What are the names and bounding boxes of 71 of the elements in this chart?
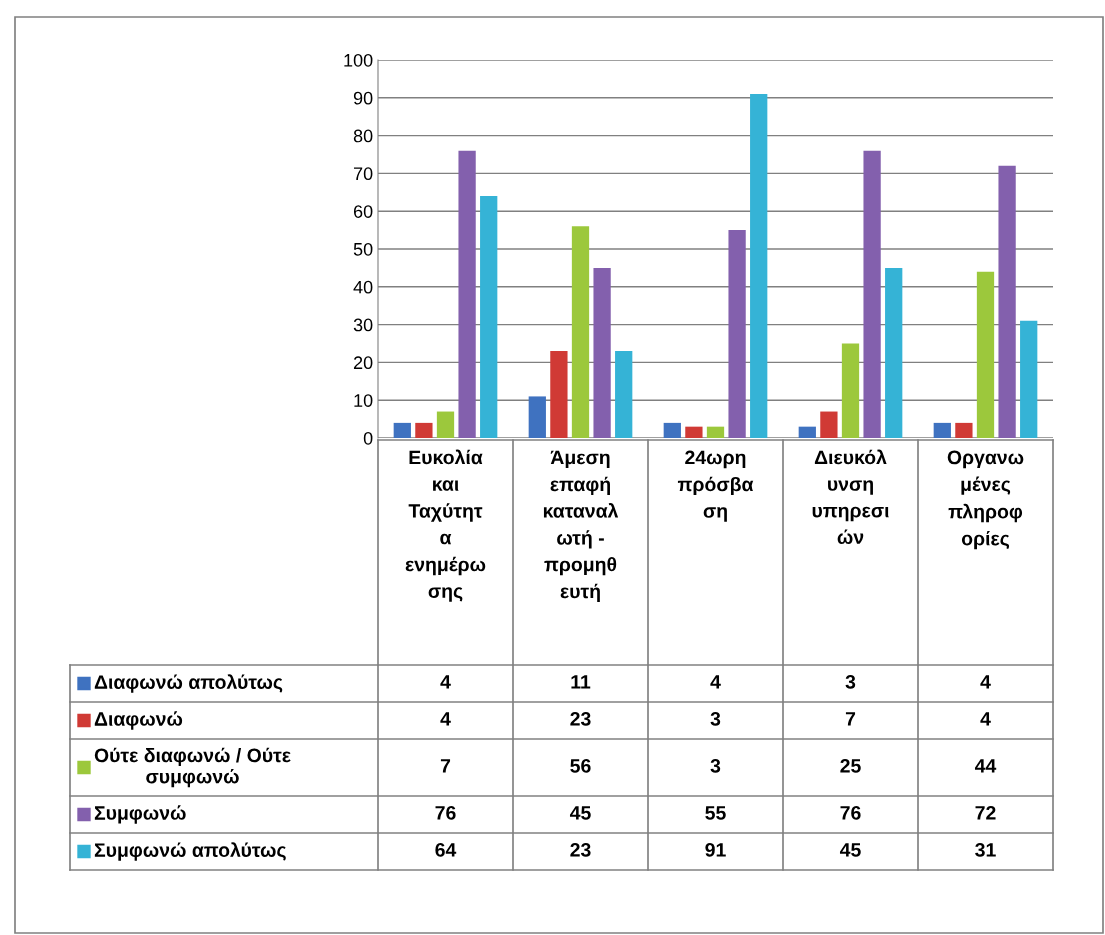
x-tick-label: 24ωρη πρόσβα ση	[677, 450, 754, 522]
x-tick-label: Ευκολία και Ταχύτητ α ενημέρω σης	[405, 449, 486, 602]
bar	[863, 150, 881, 438]
y-tick-label: 70	[353, 167, 373, 181]
bar	[1020, 320, 1038, 438]
data-label: 64	[435, 842, 457, 857]
bar	[615, 351, 633, 438]
bar	[955, 422, 973, 438]
bar	[728, 230, 746, 438]
bar	[798, 426, 816, 438]
bar	[436, 411, 455, 438]
bar	[528, 396, 546, 438]
data-label: 76	[435, 805, 456, 820]
data-label: 7	[845, 712, 856, 726]
data-label: 4	[440, 712, 451, 726]
data-label: 4	[980, 675, 991, 689]
data-label: 7	[440, 759, 451, 773]
y-tick-label: 80	[353, 129, 373, 143]
bar	[458, 150, 476, 438]
data-label: 31	[975, 842, 996, 857]
bar	[976, 271, 995, 438]
bar	[480, 196, 498, 438]
bar	[750, 94, 768, 438]
y-tick-label: 0	[363, 431, 373, 445]
data-label: 76	[840, 805, 861, 820]
data-label: 44	[974, 759, 997, 773]
data-label: 55	[705, 806, 726, 820]
data-label: 23	[570, 711, 591, 726]
data-label: 11	[571, 675, 591, 689]
y-tick-label: 50	[353, 242, 373, 256]
y-tick-label: 100	[344, 53, 373, 67]
x-tick-label: Διευκόλ υνση υπηρεσι ών	[812, 449, 889, 545]
bar	[933, 422, 951, 438]
data-label: 3	[710, 758, 721, 773]
x-tick-label: Άμεση επαφή καταναλ ωτή - προμηθ ευτή	[543, 450, 619, 603]
data-label: 4	[440, 675, 451, 689]
legend-label: Συμφωνώ	[94, 805, 186, 824]
bar	[820, 411, 838, 438]
y-tick-label: 10	[354, 394, 373, 407]
data-label: 4	[980, 712, 991, 726]
bar	[685, 426, 703, 438]
bar	[593, 267, 611, 438]
y-tick-label: 30	[353, 318, 373, 332]
bar	[550, 351, 568, 438]
bar	[885, 267, 903, 438]
y-tick-label: 60	[353, 205, 373, 218]
data-label: 25	[840, 758, 861, 773]
y-tick-label: 90	[353, 91, 373, 105]
data-label: 3	[710, 711, 721, 726]
data-label: 45	[839, 843, 861, 857]
legend-label: Συμφωνώ απολύτως	[94, 842, 286, 861]
bar	[706, 426, 725, 438]
bar	[663, 422, 681, 438]
bar	[571, 226, 590, 438]
bar	[998, 165, 1016, 438]
data-label: 72	[975, 805, 996, 820]
data-label: 91	[705, 842, 726, 857]
x-tick-label: Οργανω μένες πληροφ ορίες	[947, 450, 1024, 550]
legend-label: Διαφωνώ απολύτως	[94, 674, 283, 693]
y-tick-label: 40	[353, 280, 373, 294]
data-label: 56	[570, 758, 591, 773]
data-label: 4	[710, 675, 721, 689]
data-label: 3	[845, 674, 856, 689]
bar	[841, 343, 860, 438]
y-tick-label: 20	[353, 356, 373, 370]
data-label: 45	[569, 806, 591, 820]
bar	[415, 422, 433, 438]
legend-label: Διαφωνώ	[94, 711, 183, 730]
legend-label: Ούτε διαφωνώ / Ούτε συμφωνώ	[94, 747, 291, 788]
data-label: 23	[570, 842, 591, 857]
bar	[393, 422, 411, 438]
